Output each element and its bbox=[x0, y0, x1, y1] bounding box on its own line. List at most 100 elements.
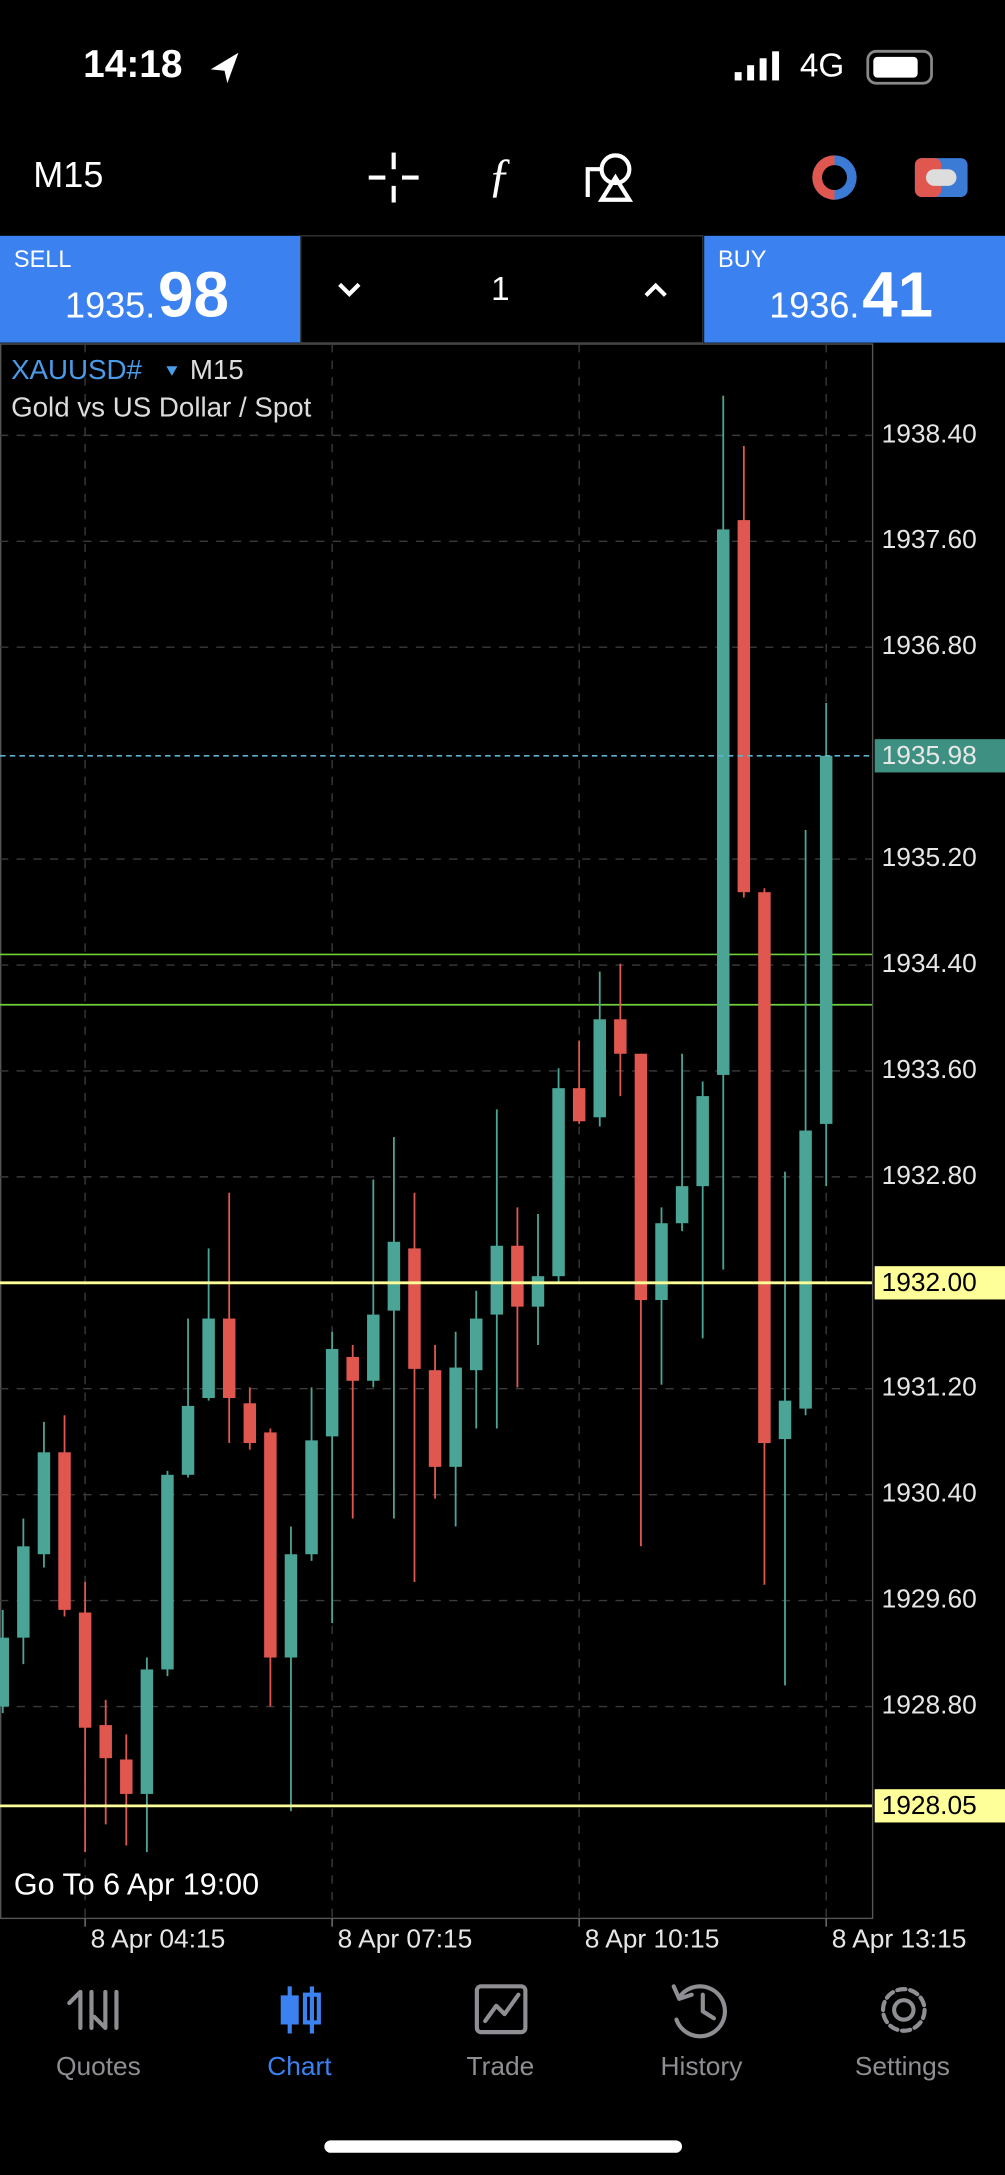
x-tick-label: 8 Apr 10:15 bbox=[585, 1924, 720, 1954]
candle-body bbox=[819, 755, 833, 1124]
candle-body bbox=[243, 1403, 257, 1444]
candle-body bbox=[675, 1186, 689, 1224]
y-tick-label: 1938.40 bbox=[882, 418, 977, 448]
y-tick-label: 1936.80 bbox=[882, 630, 977, 660]
candle-body bbox=[511, 1245, 524, 1307]
symbol-label[interactable]: XAUUSD# bbox=[11, 354, 142, 385]
nav-label[interactable]: Trade bbox=[467, 2051, 535, 2081]
signal-icon bbox=[734, 51, 780, 81]
battery-icon bbox=[866, 49, 933, 85]
quotes-icon[interactable] bbox=[67, 1989, 119, 2031]
candle-body bbox=[717, 529, 730, 1075]
buy-button[interactable] bbox=[704, 235, 1005, 343]
candle-body bbox=[572, 1088, 586, 1122]
candle-body bbox=[490, 1245, 504, 1315]
candle-body bbox=[0, 1637, 10, 1707]
price-label-box bbox=[874, 1266, 1005, 1300]
trade-button[interactable] bbox=[914, 158, 968, 197]
candle-body bbox=[593, 1019, 606, 1118]
sell-price-big: 98 bbox=[158, 258, 229, 330]
price-label: 1932.00 bbox=[882, 1267, 977, 1297]
candle-body bbox=[58, 1452, 71, 1610]
candle-body bbox=[367, 1314, 380, 1381]
candle-body bbox=[469, 1318, 483, 1371]
home-indicator bbox=[324, 2140, 683, 2153]
x-tick-label: 8 Apr 07:15 bbox=[338, 1924, 473, 1954]
nav-label[interactable]: Settings bbox=[855, 2051, 950, 2081]
candle-body bbox=[758, 892, 771, 1444]
sell-price-main: 1935. bbox=[65, 284, 155, 325]
sell-button[interactable] bbox=[0, 235, 301, 343]
candle-body bbox=[284, 1554, 298, 1658]
price-label: 1928.05 bbox=[882, 1790, 977, 1820]
candle-body bbox=[305, 1440, 318, 1555]
battery-level bbox=[873, 56, 918, 78]
indicators-button[interactable]: ƒ bbox=[488, 150, 512, 202]
plot bbox=[0, 344, 872, 1919]
candle-body bbox=[120, 1759, 133, 1794]
price-label: 1935.98 bbox=[882, 740, 977, 770]
volume-down[interactable] bbox=[338, 282, 361, 298]
y-tick-label: 1934.40 bbox=[882, 948, 977, 978]
timeframe-button[interactable]: M15 bbox=[33, 154, 103, 195]
buy-price-big: 41 bbox=[862, 258, 933, 330]
candle-body bbox=[449, 1367, 462, 1467]
candle-body bbox=[531, 1276, 545, 1307]
nav-label[interactable]: Quotes bbox=[56, 2051, 141, 2081]
y-tick-label: 1932.80 bbox=[882, 1160, 977, 1190]
candle-body bbox=[634, 1053, 648, 1301]
volume-up[interactable] bbox=[644, 282, 667, 297]
y-tick-label: 1928.80 bbox=[882, 1689, 977, 1719]
y-tick-label: 1930.40 bbox=[882, 1478, 977, 1508]
volume-value[interactable]: 1 bbox=[491, 271, 510, 308]
network-label: 4G bbox=[800, 48, 844, 85]
oneclick-button[interactable] bbox=[812, 155, 857, 200]
buy-label: BUY bbox=[718, 246, 767, 272]
candle-body bbox=[222, 1318, 236, 1399]
timeframe-label: M15 bbox=[190, 354, 244, 385]
candle-body bbox=[181, 1405, 195, 1475]
candle-body bbox=[78, 1612, 92, 1728]
candle-body bbox=[99, 1725, 112, 1759]
price-label-box bbox=[874, 1789, 1005, 1823]
nav-label[interactable]: History bbox=[660, 2051, 743, 2081]
settings-icon[interactable] bbox=[880, 1987, 927, 2033]
candle-body bbox=[387, 1241, 401, 1311]
candle-body bbox=[737, 520, 751, 893]
trade-icon[interactable] bbox=[474, 1984, 528, 2035]
candle-body bbox=[202, 1318, 215, 1399]
symbol-dropdown[interactable] bbox=[166, 366, 178, 376]
objects-button[interactable] bbox=[585, 153, 634, 202]
location-icon bbox=[210, 52, 239, 84]
volume-panel bbox=[300, 235, 704, 344]
y-tick-label: 1931.20 bbox=[882, 1372, 977, 1402]
candle-body bbox=[264, 1432, 277, 1658]
candle-body bbox=[799, 1130, 812, 1409]
candle-body bbox=[428, 1370, 442, 1467]
chart-frame bbox=[0, 343, 874, 1920]
candle-body bbox=[161, 1474, 174, 1670]
candle-body bbox=[696, 1096, 709, 1187]
candle-body bbox=[614, 1019, 627, 1054]
price-label-box bbox=[874, 739, 1005, 773]
candle-body bbox=[37, 1452, 51, 1555]
crosshair-button[interactable] bbox=[368, 152, 419, 203]
y-tick-label: 1935.20 bbox=[882, 842, 977, 872]
candle-body bbox=[778, 1400, 792, 1440]
candle-body bbox=[346, 1356, 359, 1381]
nav-label[interactable]: Chart bbox=[267, 2051, 332, 2081]
symbol-description: Gold vs US Dollar / Spot bbox=[11, 392, 312, 423]
candle-body bbox=[408, 1248, 421, 1369]
candle-body bbox=[17, 1546, 30, 1638]
candle-body bbox=[140, 1669, 154, 1794]
x-tick-label: 8 Apr 13:15 bbox=[832, 1924, 967, 1954]
x-tick-label: 8 Apr 04:15 bbox=[91, 1924, 226, 1954]
chart-icon[interactable] bbox=[280, 1986, 321, 2034]
buy-price-main: 1936. bbox=[769, 284, 859, 325]
candle-body bbox=[552, 1088, 565, 1277]
history-icon[interactable] bbox=[671, 1984, 727, 2039]
candle-body bbox=[325, 1349, 339, 1437]
goto-button[interactable]: Go To 6 Apr 19:00 bbox=[14, 1868, 259, 1902]
